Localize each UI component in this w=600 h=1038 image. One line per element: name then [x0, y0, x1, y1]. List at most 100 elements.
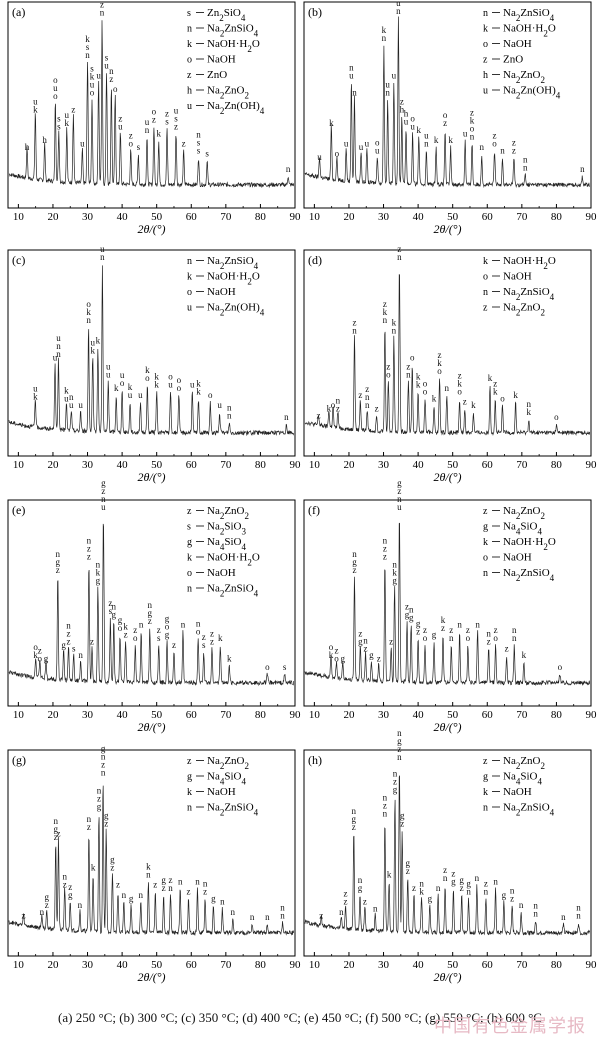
x-tick-label: 90 — [290, 959, 302, 971]
panel-label: (c) — [12, 253, 25, 267]
peak-label: z — [129, 131, 133, 141]
legend-entry: ZnO — [207, 69, 227, 81]
peak-label: z — [466, 625, 470, 635]
x-tick-label: 60 — [482, 211, 494, 223]
peak-label: g — [358, 637, 363, 647]
peak-label: u — [96, 71, 101, 81]
peak-label: u — [404, 116, 409, 126]
peak-label: z — [118, 114, 122, 124]
peak-label: g — [392, 575, 397, 585]
x-tick-label: 40 — [117, 459, 129, 471]
peak-label: n — [449, 633, 454, 643]
peak-label: s — [109, 606, 113, 616]
peak-label: n — [445, 383, 450, 393]
peak-label: o — [168, 372, 173, 382]
x-tick-label: 40 — [413, 459, 425, 471]
peak-label: o — [165, 622, 170, 632]
peak-label: z — [67, 637, 71, 647]
peak-label: h — [400, 105, 405, 115]
peak-label: z — [406, 866, 410, 876]
peak-label: s — [283, 662, 287, 672]
peak-label: u — [317, 152, 322, 162]
peak-label: z — [172, 640, 176, 650]
x-tick-label: 80 — [551, 211, 563, 223]
peak-label: n — [392, 559, 397, 569]
peak-label: z — [336, 404, 340, 414]
peak-label: z — [443, 865, 447, 875]
legend-entry: NaOH — [503, 38, 532, 50]
peak-label: n — [352, 549, 357, 559]
peak-label: n — [397, 728, 402, 738]
legend-code: n — [187, 256, 192, 267]
peak-label: k — [329, 650, 334, 660]
panel-label: (e) — [12, 503, 25, 517]
peak-label: u — [365, 139, 370, 149]
peak-label: z — [400, 819, 404, 829]
peak-label: u — [128, 390, 133, 400]
peak-label: n — [475, 873, 480, 883]
peak-label: n — [409, 605, 414, 615]
x-tick-label: 60 — [186, 959, 198, 971]
peak-label: z — [363, 897, 367, 907]
peak-label: n — [352, 325, 357, 335]
plot-frame — [7, 749, 296, 957]
peak-label: o — [558, 662, 563, 672]
peak-label: u — [104, 60, 109, 70]
legend-entry: Na2ZnSiO4 — [503, 286, 555, 302]
legend-entry: ZnO — [503, 54, 523, 66]
peak-label: z — [101, 486, 105, 496]
peak-label: k — [441, 615, 446, 625]
peak-label: n — [86, 315, 91, 325]
peak-label: z — [493, 379, 497, 389]
peak-label: u — [217, 400, 222, 410]
peak-label: k — [114, 383, 119, 393]
peak-label: n — [100, 252, 105, 262]
x-tick-label: 90 — [290, 459, 302, 471]
legend-entry: Na2ZnSiO4 — [503, 7, 555, 23]
legend-code: g — [187, 537, 192, 548]
peak-label: u — [33, 97, 38, 107]
x-tick-label: 10 — [13, 459, 25, 471]
peak-label: o — [437, 366, 442, 376]
peak-label: u — [168, 380, 173, 390]
peak-label: z — [393, 777, 397, 787]
peak-label: k — [96, 567, 101, 577]
peak-label: n — [470, 132, 475, 142]
peak-label: o — [386, 370, 391, 380]
peak-label: n — [145, 125, 150, 135]
legend-entry: NaOH — [503, 271, 532, 283]
peak-label: o — [375, 137, 380, 147]
x-tick-label: 20 — [343, 709, 355, 721]
x-tick-label: 60 — [186, 709, 198, 721]
peak-label: k — [513, 390, 518, 400]
peak-label: n — [139, 620, 144, 630]
peak-label: k — [448, 135, 453, 145]
legend-entry: NaOH — [207, 786, 236, 798]
peak-label: z — [484, 879, 488, 889]
legend-entry: NaOH·H2O — [503, 23, 556, 39]
x-tick-label: 30 — [378, 959, 390, 971]
x-tick-label: 70 — [220, 709, 232, 721]
peak-label: z — [377, 654, 381, 664]
peak-label: z — [87, 822, 91, 832]
peak-label: n — [122, 890, 127, 900]
peak-label: n — [382, 33, 387, 43]
peak-label: s — [202, 640, 206, 650]
peak-label: o — [457, 387, 462, 397]
legend-code: n — [187, 803, 192, 814]
peak-label: n — [443, 873, 448, 883]
peak-label: n — [62, 872, 67, 882]
peak-label: k — [123, 622, 128, 632]
peak-label: g — [44, 892, 49, 902]
peak-label: k — [85, 34, 90, 44]
peak-label: u — [53, 83, 58, 93]
peak-label: k — [527, 407, 532, 417]
peak-label: h — [42, 135, 47, 145]
peak-label: g — [53, 824, 58, 834]
peak-label: z — [438, 350, 442, 360]
peak-label: o — [470, 124, 475, 134]
peak-label: u — [64, 393, 69, 403]
peak-label: n — [424, 139, 429, 149]
peak-label: n — [533, 901, 538, 911]
